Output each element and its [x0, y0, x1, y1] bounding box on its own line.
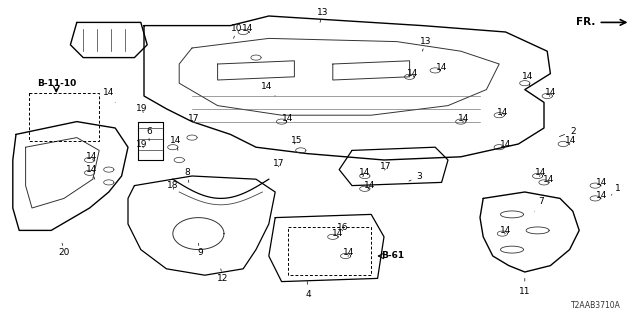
Text: 18: 18: [167, 181, 179, 190]
Text: 14: 14: [332, 229, 343, 238]
Text: 14: 14: [497, 108, 508, 116]
Text: 14: 14: [282, 114, 294, 123]
Text: 11: 11: [519, 278, 531, 296]
Text: 14: 14: [343, 248, 355, 257]
Text: 20: 20: [58, 243, 70, 257]
Text: 8: 8: [185, 168, 190, 182]
Text: 14: 14: [170, 136, 182, 150]
Text: 16: 16: [337, 223, 348, 232]
Text: 14: 14: [436, 63, 447, 72]
Text: 14: 14: [407, 69, 419, 78]
Text: 17: 17: [188, 114, 199, 123]
Text: 9: 9: [198, 243, 203, 257]
Text: 19: 19: [136, 140, 148, 148]
Text: 15: 15: [291, 136, 302, 145]
Text: 14: 14: [103, 88, 115, 102]
Text: 14: 14: [596, 191, 607, 200]
Text: 14: 14: [545, 88, 556, 97]
Text: T2AAB3710A: T2AAB3710A: [571, 301, 621, 310]
Text: 14: 14: [535, 168, 547, 177]
Text: 14: 14: [543, 175, 555, 184]
Text: 14: 14: [565, 136, 577, 145]
Text: 14: 14: [500, 226, 511, 235]
Text: 4: 4: [306, 282, 311, 299]
Text: 14: 14: [596, 178, 607, 187]
Text: 17: 17: [273, 159, 284, 168]
Text: 13: 13: [420, 37, 431, 51]
Text: 14: 14: [359, 168, 371, 177]
Text: 14: 14: [86, 165, 97, 179]
Text: 2: 2: [559, 127, 575, 137]
Text: 12: 12: [217, 269, 228, 283]
Text: B-11-10: B-11-10: [36, 79, 76, 88]
Text: FR.: FR.: [576, 17, 595, 28]
Text: 14: 14: [260, 82, 275, 96]
Text: 14: 14: [500, 140, 511, 148]
Text: 1: 1: [611, 184, 620, 195]
Text: 3: 3: [409, 172, 422, 181]
Text: 14: 14: [364, 181, 376, 190]
Text: 13: 13: [317, 8, 329, 22]
Text: 14: 14: [242, 24, 253, 33]
Text: 17: 17: [380, 162, 392, 171]
Text: 7: 7: [534, 197, 543, 211]
Text: B-61: B-61: [381, 252, 404, 260]
Text: 14: 14: [86, 152, 97, 161]
Text: 14: 14: [522, 72, 534, 86]
Text: 6: 6: [147, 127, 152, 141]
Text: 19: 19: [136, 104, 148, 113]
Text: 14: 14: [458, 114, 470, 123]
Text: 10: 10: [231, 24, 243, 38]
